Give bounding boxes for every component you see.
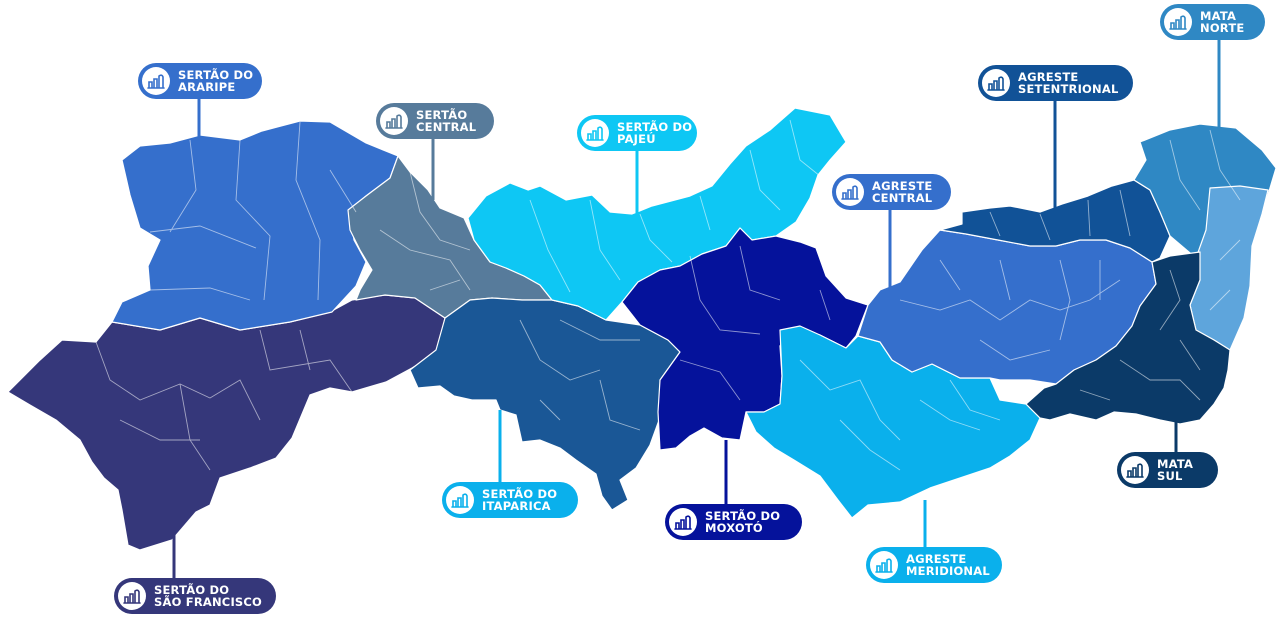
label-sertao-de-itaparica[interactable]: SERTÃO DO ITAPARICA bbox=[442, 482, 578, 518]
region-sertao-do-sao-francisco[interactable] bbox=[7, 294, 446, 551]
label-agreste-setentrional[interactable]: AGRESTE SETENTRIONAL bbox=[978, 65, 1133, 101]
building-chart-icon bbox=[870, 551, 898, 579]
building-chart-icon bbox=[118, 582, 146, 610]
label-agreste-central[interactable]: AGRESTE CENTRAL bbox=[832, 174, 951, 210]
region-sertao-do-pajeu[interactable] bbox=[467, 107, 847, 321]
building-chart-icon bbox=[1164, 8, 1192, 36]
building-chart-icon bbox=[446, 486, 474, 514]
building-chart-icon bbox=[581, 119, 609, 147]
label-sertao-do-moxoto[interactable]: SERTÃO DO MOXOTÓ bbox=[665, 504, 802, 540]
building-chart-icon bbox=[142, 67, 170, 95]
leader-lines bbox=[172, 40, 1221, 578]
building-chart-icon bbox=[982, 69, 1010, 97]
building-chart-icon bbox=[836, 178, 864, 206]
label-sertao-do-sao-francisco[interactable]: SERTÃO DO SÃO FRANCISCO bbox=[114, 578, 276, 614]
label-mata-norte[interactable]: MATA NORTE bbox=[1160, 4, 1265, 40]
label-sertao-do-araripe[interactable]: SERTÃO DO ARARIPE bbox=[138, 63, 262, 99]
region-sertao-do-araripe[interactable] bbox=[111, 120, 399, 331]
label-sertao-central[interactable]: SERTÃO CENTRAL bbox=[376, 103, 494, 139]
label-mata-sul[interactable]: MATA SUL bbox=[1117, 452, 1218, 488]
label-agreste-meridional[interactable]: AGRESTE MERIDIONAL bbox=[866, 547, 1002, 583]
region-sertao-de-itaparica[interactable] bbox=[409, 297, 681, 511]
region-mata-sul[interactable] bbox=[1025, 251, 1231, 425]
municipality-borders bbox=[95, 119, 1241, 471]
building-chart-icon bbox=[669, 508, 697, 536]
label-sertao-do-pajeu[interactable]: SERTÃO DO PAJEÚ bbox=[577, 115, 697, 151]
building-chart-icon bbox=[380, 107, 408, 135]
building-chart-icon bbox=[1121, 456, 1149, 484]
